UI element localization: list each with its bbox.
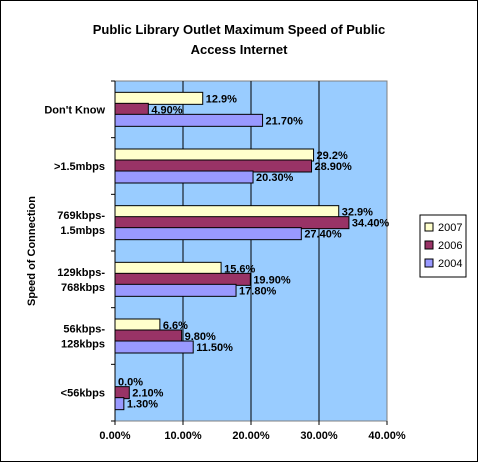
category-label: 768kbps (61, 282, 105, 294)
data-label: 21.70% (266, 115, 304, 127)
data-label: 9.80% (185, 331, 216, 343)
data-label: 11.50% (196, 342, 233, 354)
data-label: 2.10% (132, 388, 163, 400)
legend-swatch-2004 (424, 258, 434, 268)
data-label: 34.40% (352, 218, 390, 230)
category-label: >1.5mbps (54, 161, 105, 173)
bar-2007 (114, 148, 315, 162)
data-label: 32.9% (342, 207, 373, 219)
legend-swatch-2007 (424, 222, 434, 232)
legend-swatch-2006 (424, 240, 434, 250)
x-tick-label: 40.00% (368, 430, 406, 442)
data-label: 19.90% (253, 274, 291, 286)
category-label: Don't Know (44, 104, 105, 116)
category-label: 56kbps- (63, 324, 105, 336)
gridlines (182, 81, 320, 421)
data-label: 0.0% (118, 377, 143, 389)
bar-2007 (114, 205, 340, 219)
legend-label: 2007 (438, 222, 462, 234)
bar-2004 (114, 227, 302, 241)
bar-2004 (114, 113, 264, 127)
data-label: 4.90% (151, 104, 182, 116)
bar-2006 (114, 159, 313, 173)
legend-label: 2004 (438, 258, 462, 270)
bar-2006 (114, 102, 149, 116)
bar-2007 (114, 91, 204, 105)
bar-2007 (114, 318, 161, 332)
data-label: 27.40% (304, 229, 342, 241)
bar-2004 (114, 283, 237, 297)
bar-2004 (114, 397, 125, 411)
bar-2004 (114, 170, 254, 184)
category-label: <56kbps (61, 388, 105, 400)
bars (114, 91, 350, 411)
x-tick-label: 20.00% (232, 430, 270, 442)
y-axis-title: Speed of Connection (26, 196, 38, 306)
category-label: 129kbps- (57, 267, 105, 279)
data-label: 6.6% (163, 320, 188, 332)
bar-2007 (114, 261, 222, 275)
data-label: 29.2% (317, 150, 348, 162)
data-label: 17.80% (239, 285, 277, 297)
x-tick-label: 30.00% (300, 430, 338, 442)
chart-title-line-1: Public Library Outlet Maximum Speed of P… (93, 22, 386, 37)
data-label: 20.30% (256, 172, 294, 184)
x-tick-label: 10.00% (164, 430, 202, 442)
bar-2006 (114, 216, 350, 230)
data-label: 12.9% (206, 93, 237, 105)
axes: 0.00% 10.00% 20.00% 30.00% 40.00% Don't Know >… (44, 80, 406, 442)
category-label: 128kbps (61, 339, 105, 351)
data-label: 1.30% (127, 399, 158, 411)
data-label: 15.6% (224, 263, 255, 275)
legend-label: 2006 (438, 240, 462, 252)
data-labels: 12.9% 4.90% 21.70% 29.2%28.90% 20.30% 32.9%34… (118, 93, 389, 410)
data-label: 28.90% (315, 161, 353, 173)
chart-title-line-2: Access Internet (191, 42, 288, 57)
category-label: 769kbps- (57, 210, 105, 222)
bar-2004 (114, 340, 194, 354)
x-tick-label: 0.00% (99, 430, 130, 442)
category-label: 1.5mbps (60, 225, 105, 237)
legend: 2007 2006 2004 (419, 214, 467, 278)
